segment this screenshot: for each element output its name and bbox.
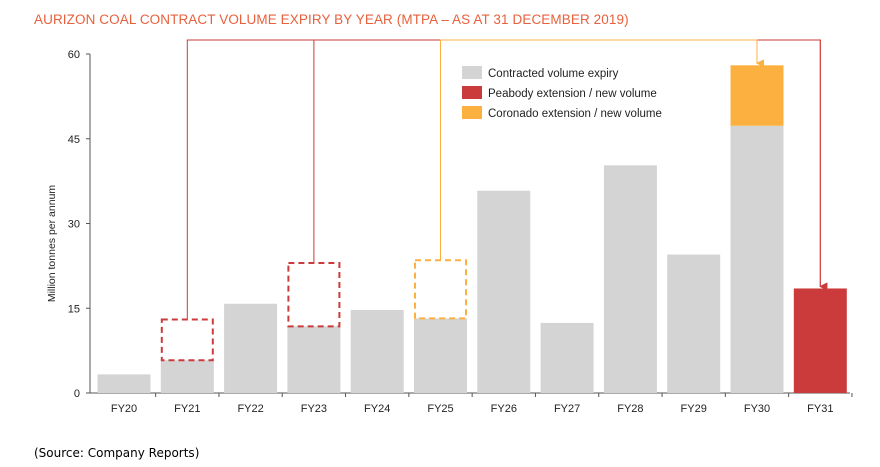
moved-volume-box-FY25 [414,259,467,320]
y-axis-label: Million tonnes per annum [46,185,58,303]
y-tick-label: 45 [68,134,80,146]
x-tick-label: FY21 [174,403,200,415]
legend-label-2: Coronado extension / new volume [488,108,662,120]
bar-FY28-series-0 [603,165,657,393]
bar-FY25-series-0 [414,318,467,393]
bar-FY23-series-0 [287,326,341,393]
bar-chart: 0 15 30 45 60 Million tonnes per annum FY20 FY2… [46,39,853,415]
chart-title: AURIZON COAL CONTRACT VOLUME EXPIRY BY Y… [34,12,629,27]
x-tick-label: FY25 [427,403,453,415]
bar-FY31-series-1 [793,288,847,393]
y-tick-label: 60 [68,49,80,61]
legend-label-0: Contracted volume expiry [488,68,619,80]
legend-swatch-1 [462,86,482,99]
bar-FY27-series-0 [540,322,594,393]
bar-FY20-series-0 [97,374,151,393]
bar-FY21-series-0 [160,360,214,393]
y-tick-label: 30 [68,219,80,231]
bar-FY30-series-0 [730,125,784,393]
moved-volume-box-FY23 [287,262,341,328]
bar-FY26-series-0 [477,190,531,393]
bar-FY29-series-0 [667,254,721,393]
legend-swatch-0 [462,66,482,79]
x-tick-label: FY20 [111,403,137,415]
legend-swatch-2 [462,106,482,119]
y-tick-label: 15 [68,303,80,315]
y-tick-label: 0 [74,388,80,400]
bar-FY30-series-2 [730,65,784,126]
connector-arrow-FY25 [440,39,764,261]
x-tick-label: FY26 [491,403,517,415]
moved-volume-box-FY21 [160,318,214,362]
x-tick-label: FY23 [301,403,327,415]
x-tick-label: FY30 [744,403,770,415]
bar-FY24-series-0 [350,309,404,393]
source-note: (Source: Company Reports) [34,446,200,460]
x-tick-label: FY27 [554,403,580,415]
x-tick-label: FY22 [237,403,263,415]
x-tick-label: FY24 [364,403,390,415]
x-tick-label: FY28 [617,403,643,415]
legend-label-1: Peabody extension / new volume [488,88,657,100]
x-tick-label: FY31 [807,403,833,415]
x-tick-label: FY29 [681,403,707,415]
bar-FY22-series-0 [224,303,278,393]
